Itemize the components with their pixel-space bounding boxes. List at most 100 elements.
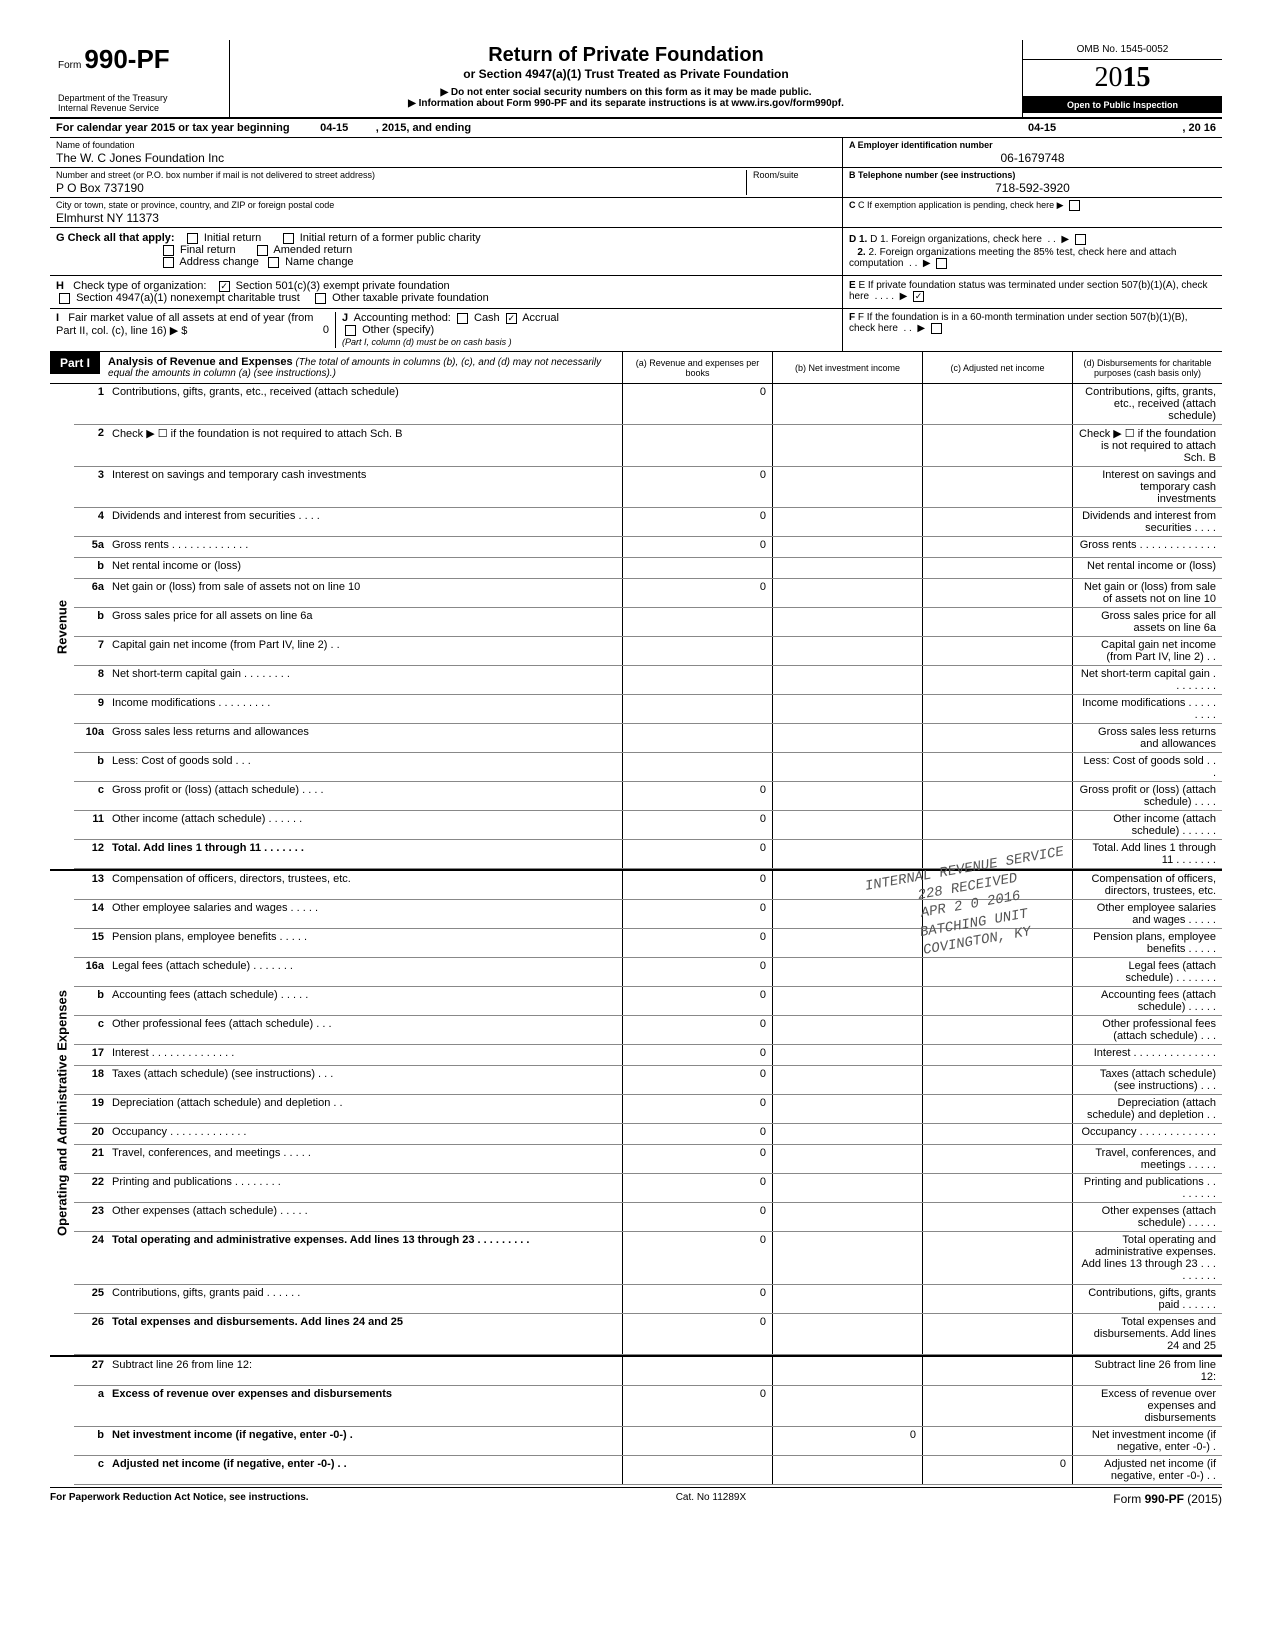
dept-2: Internal Revenue Service — [58, 103, 221, 113]
col-a-hdr: (a) Revenue and expenses per books — [622, 352, 772, 383]
i-text: Fair market value of all assets at end o… — [56, 312, 313, 337]
cell-c — [922, 1124, 1072, 1144]
cell-d: Adjusted net income (if negative, enter … — [1072, 1456, 1222, 1484]
g-initial-checkbox[interactable] — [187, 233, 198, 244]
cell-b — [772, 608, 922, 636]
cal-tail: , 20 16 — [1102, 119, 1222, 137]
line-desc: Printing and publications . . . . . . . … — [108, 1174, 622, 1202]
line-num: 25 — [74, 1285, 108, 1313]
cell-c — [922, 1427, 1072, 1455]
cell-b — [772, 987, 922, 1015]
cell-b — [772, 753, 922, 781]
g-amended-checkbox[interactable] — [257, 245, 268, 256]
g-namechg-checkbox[interactable] — [268, 257, 279, 268]
col-c-hdr: (c) Adjusted net income — [922, 352, 1072, 383]
form-id-box: Form 990-PF Department of the Treasury I… — [50, 40, 230, 117]
cell-b — [772, 695, 922, 723]
line-num: 12 — [74, 840, 108, 868]
cell-a: 0 — [622, 1386, 772, 1426]
line-desc: Gross profit or (loss) (attach schedule)… — [108, 782, 622, 810]
line-row: bGross sales price for all assets on lin… — [74, 608, 1222, 637]
line-num: 9 — [74, 695, 108, 723]
f-checkbox[interactable] — [931, 323, 942, 334]
revenue-block: Revenue 1Contributions, gifts, grants, e… — [50, 384, 1222, 869]
cell-b — [772, 958, 922, 986]
line-desc: Taxes (attach schedule) (see instruction… — [108, 1066, 622, 1094]
phone-value: 718-592-3920 — [849, 181, 1216, 195]
line-desc: Total expenses and disbursements. Add li… — [108, 1314, 622, 1354]
line-row: bLess: Cost of goods sold . . .Less: Cos… — [74, 753, 1222, 782]
g-opt-4: Address change — [179, 256, 259, 268]
j-other-checkbox[interactable] — [345, 325, 356, 336]
line-num: c — [74, 1016, 108, 1044]
line-desc: Contributions, gifts, grants paid . . . … — [108, 1285, 622, 1313]
d2-checkbox[interactable] — [936, 258, 947, 269]
h-other-checkbox[interactable] — [315, 293, 326, 304]
cell-a: 0 — [622, 811, 772, 839]
g-opt-5: Name change — [285, 256, 354, 268]
cell-c — [922, 1066, 1072, 1094]
h-4947-checkbox[interactable] — [59, 293, 70, 304]
cell-d: Gross rents . . . . . . . . . . . . . — [1072, 537, 1222, 557]
line-row: 6aNet gain or (loss) from sale of assets… — [74, 579, 1222, 608]
revenue-side: Revenue — [50, 384, 74, 869]
cell-b — [772, 1232, 922, 1284]
c-label: C C If exemption application is pending,… — [849, 200, 1216, 211]
line-num: c — [74, 782, 108, 810]
form-subtitle: or Section 4947(a)(1) Trust Treated as P… — [238, 67, 1014, 81]
line-row: 25Contributions, gifts, grants paid . . … — [74, 1285, 1222, 1314]
line-num: b — [74, 558, 108, 578]
d2-text: 2. Foreign organizations meeting the 85%… — [849, 247, 1176, 269]
d1-checkbox[interactable] — [1075, 234, 1086, 245]
line-row: 15Pension plans, employee benefits . . .… — [74, 929, 1222, 958]
cell-a: 0 — [622, 900, 772, 928]
e-checkbox[interactable]: ✓ — [913, 291, 924, 302]
opexp-rot: Operating and Administrative Expenses — [55, 990, 70, 1236]
line-row: b Accounting fees (attach schedule) . . .… — [74, 987, 1222, 1016]
cell-b — [772, 537, 922, 557]
cell-b — [772, 1016, 922, 1044]
c-checkbox[interactable] — [1069, 200, 1080, 211]
name-label: Name of foundation — [56, 140, 836, 150]
cell-c — [922, 1016, 1072, 1044]
cal-mid: , 2015, and ending — [376, 122, 471, 134]
line-num: 27 — [74, 1357, 108, 1385]
line-num: 22 — [74, 1174, 108, 1202]
line-desc: Other employee salaries and wages . . . … — [108, 900, 622, 928]
cell-a — [622, 1427, 772, 1455]
cell-a — [622, 558, 772, 578]
opexp-side: Operating and Administrative Expenses — [50, 871, 74, 1355]
calendar-year-row: For calendar year 2015 or tax year begin… — [50, 119, 1222, 138]
line-num: 6a — [74, 579, 108, 607]
g-initial-former-checkbox[interactable] — [283, 233, 294, 244]
line-num: 11 — [74, 811, 108, 839]
year-p3: 15 — [1123, 62, 1151, 93]
h-501c3-checkbox[interactable]: ✓ — [219, 281, 230, 292]
cell-c — [922, 579, 1072, 607]
line-num: 17 — [74, 1045, 108, 1065]
h-line2b: Other taxable private foundation — [332, 292, 489, 304]
city-value: Elmhurst NY 11373 — [56, 211, 836, 225]
line-num: 14 — [74, 900, 108, 928]
line-num: 3 — [74, 467, 108, 507]
cell-d: Net short-term capital gain . . . . . . … — [1072, 666, 1222, 694]
j-cash-checkbox[interactable] — [457, 313, 468, 324]
public-inspection: Open to Public Inspection — [1023, 97, 1222, 113]
cell-b — [772, 508, 922, 536]
cell-c — [922, 1095, 1072, 1123]
line-row: 22Printing and publications . . . . . . … — [74, 1174, 1222, 1203]
tax-year: 2015 — [1023, 60, 1222, 97]
line-desc: Dividends and interest from securities .… — [108, 508, 622, 536]
cell-a: 0 — [622, 782, 772, 810]
cell-a: 0 — [622, 1045, 772, 1065]
j-accrual-checkbox[interactable]: ✓ — [506, 313, 517, 324]
g-block: G Check all that apply: Initial return I… — [50, 228, 1222, 276]
g-final-checkbox[interactable] — [163, 245, 174, 256]
g-addrchg-checkbox[interactable] — [163, 257, 174, 268]
line-row: 26Total expenses and disbursements. Add … — [74, 1314, 1222, 1355]
line-desc: Gross rents . . . . . . . . . . . . . — [108, 537, 622, 557]
cell-a — [622, 666, 772, 694]
cell-d: Accounting fees (attach schedule) . . . … — [1072, 987, 1222, 1015]
line-num: 18 — [74, 1066, 108, 1094]
line-num: b — [74, 987, 108, 1015]
